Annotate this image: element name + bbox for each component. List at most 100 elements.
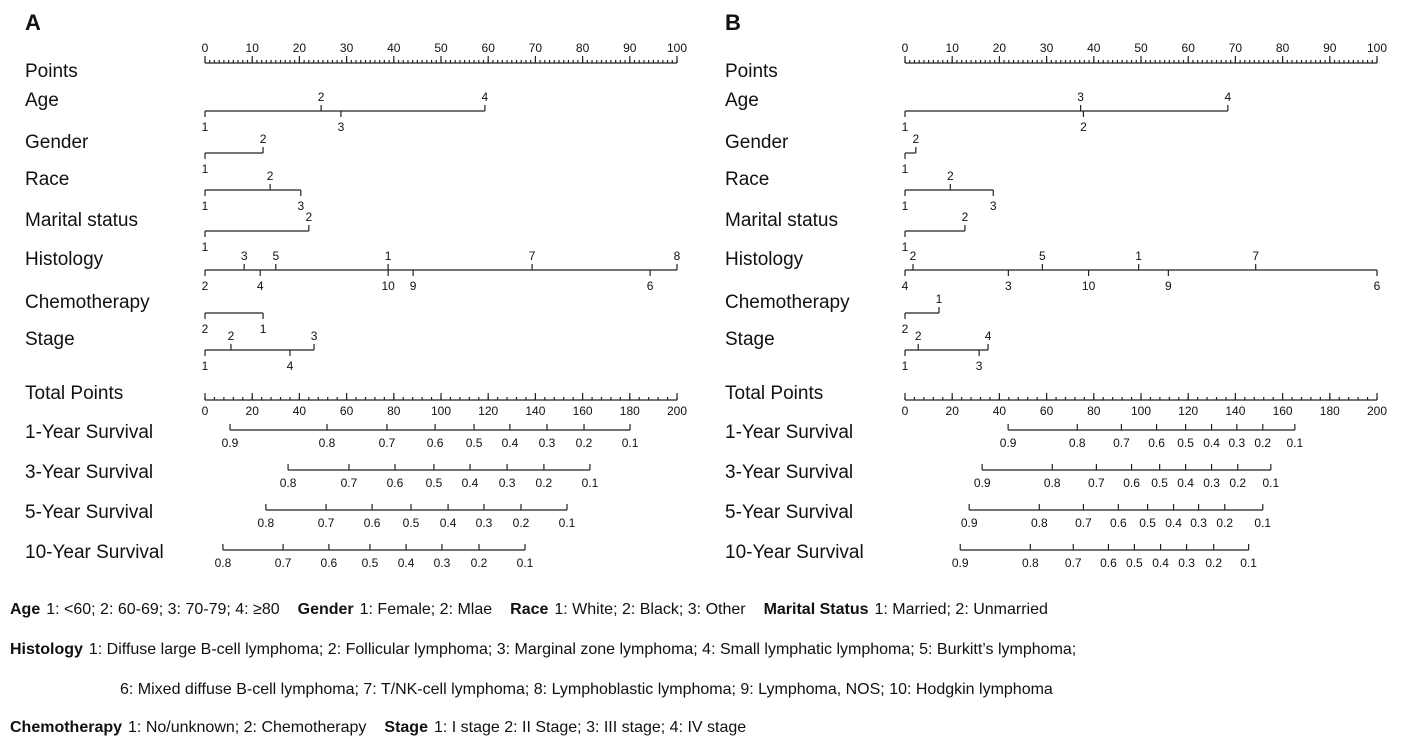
tick-label: 30 xyxy=(340,41,354,55)
scale-label: 0.1 xyxy=(1287,436,1304,450)
level-label: 3 xyxy=(241,249,248,263)
scale-label: 0.7 xyxy=(341,476,358,490)
scale-label: 0.6 xyxy=(364,516,381,530)
scale-label: 0.1 xyxy=(1240,556,1257,570)
level-label: 2 xyxy=(1080,120,1087,134)
tick-label: 30 xyxy=(1040,41,1054,55)
scale-name: 1-Year Survival xyxy=(725,422,853,443)
scale-label: 0.6 xyxy=(1100,556,1117,570)
tick-label: 0 xyxy=(202,41,209,55)
footnote-key: Chemotherapy xyxy=(10,719,123,736)
scale-label: 0.1 xyxy=(582,476,599,490)
level-label: 2 xyxy=(913,132,920,146)
variable-name: Chemotherapy xyxy=(725,292,850,313)
scale-name: 1-Year Survival xyxy=(25,422,153,443)
tick-label: 200 xyxy=(667,404,687,418)
level-label: 4 xyxy=(985,329,992,343)
scale-label: 0.7 xyxy=(1113,436,1130,450)
scale-label: 0.5 xyxy=(466,436,483,450)
level-label: 10 xyxy=(1082,279,1096,293)
tick-label: 160 xyxy=(573,404,593,418)
footnote-text: 1: <60; 2: 60-69; 3: 70-79; 4: ≥80 xyxy=(46,601,280,618)
level-label: 2 xyxy=(202,279,209,293)
level-label: 2 xyxy=(260,132,267,146)
scale-label: 0.4 xyxy=(440,516,457,530)
tick-label: 60 xyxy=(1182,41,1196,55)
footnote-item: Gender 1: Female; 2: Mlae xyxy=(298,601,493,618)
scale-label: 0.5 xyxy=(426,476,443,490)
level-label: 7 xyxy=(529,249,536,263)
level-label: 1 xyxy=(1135,249,1142,263)
tick-label: 90 xyxy=(623,41,637,55)
scale-label: 0.2 xyxy=(471,556,488,570)
scale-label: 0.4 xyxy=(502,436,519,450)
footnote-text: 6: Mixed diffuse B-cell lymphoma; 7: T/N… xyxy=(120,681,1053,698)
tick-label: 70 xyxy=(529,41,543,55)
scale-label: 0.4 xyxy=(398,556,415,570)
scale-label: 0.3 xyxy=(499,476,516,490)
scale-label: 0.3 xyxy=(1228,436,1245,450)
tick-label: 80 xyxy=(387,404,401,418)
scale-label: 0.3 xyxy=(1178,556,1195,570)
level-label: 3 xyxy=(990,199,997,213)
scale-label: 0.2 xyxy=(1229,476,1246,490)
level-label: 1 xyxy=(902,359,909,373)
variable-name: Race xyxy=(725,169,769,190)
footnote: Age 1: <60; 2: 60-69; 3: 70-79; 4: ≥80 Gen… xyxy=(10,597,1400,755)
tick-label: 20 xyxy=(946,404,960,418)
scale-label: 0.5 xyxy=(1139,516,1156,530)
variable-name: Gender xyxy=(725,132,789,153)
tick-label: 80 xyxy=(1276,41,1290,55)
tick-label: 120 xyxy=(478,404,498,418)
footnote-item: Histology 1: Diffuse large B-cell lymphom… xyxy=(10,641,1076,658)
scale-label: 0.2 xyxy=(1254,436,1271,450)
tick-label: 100 xyxy=(667,41,687,55)
level-label: 1 xyxy=(202,240,209,254)
variable-name: Race xyxy=(25,169,69,190)
tick-label: 80 xyxy=(1087,404,1101,418)
footnote-key: Gender xyxy=(297,601,354,618)
tick-label: 20 xyxy=(246,404,260,418)
footnote-line: Chemotherapy 1: No/unknown; 2: Chemothera… xyxy=(10,715,1400,755)
variable-name: Gender xyxy=(25,132,89,153)
level-label: 1 xyxy=(260,322,267,336)
scale-label: 0.6 xyxy=(387,476,404,490)
level-label: 1 xyxy=(902,120,909,134)
level-label: 4 xyxy=(287,359,294,373)
scale-label: 0.3 xyxy=(1190,516,1207,530)
footnote-key: Marital Status xyxy=(763,601,869,618)
level-label: 1 xyxy=(202,199,209,213)
footnote-key: Age xyxy=(10,601,41,618)
level-label: 1 xyxy=(902,199,909,213)
level-label: 2 xyxy=(902,322,909,336)
scale-label: 0.6 xyxy=(1148,436,1165,450)
level-label: 1 xyxy=(385,249,392,263)
variable-name: Stage xyxy=(725,329,775,350)
footnote-text: 1: Female; 2: Mlae xyxy=(359,601,493,618)
footnote-line: 6: Mixed diffuse B-cell lymphoma; 7: T/N… xyxy=(10,677,1400,715)
scale-label: 0.7 xyxy=(379,436,396,450)
level-label: 7 xyxy=(1252,249,1259,263)
scale-label: 0.5 xyxy=(1126,556,1143,570)
tick-label: 200 xyxy=(1367,404,1387,418)
variable-name: Age xyxy=(25,90,59,111)
level-label: 8 xyxy=(674,249,681,263)
axis-title: Total Points xyxy=(725,383,823,404)
tick-label: 0 xyxy=(902,41,909,55)
tick-label: 40 xyxy=(1087,41,1101,55)
tick-label: 160 xyxy=(1273,404,1293,418)
scale-label: 0.7 xyxy=(318,516,335,530)
tick-label: 100 xyxy=(1367,41,1387,55)
footnote-item: Stage 1: I stage 2: II Stage; 3: III stag… xyxy=(384,719,746,736)
level-label: 2 xyxy=(318,90,325,104)
tick-label: 10 xyxy=(946,41,960,55)
scale-name: 5-Year Survival xyxy=(725,502,853,523)
footnote-item: 6: Mixed diffuse B-cell lymphoma; 7: T/N… xyxy=(120,681,1053,698)
level-label: 2 xyxy=(202,322,209,336)
variable-name: Age xyxy=(725,90,759,111)
tick-label: 40 xyxy=(993,404,1007,418)
tick-label: 0 xyxy=(902,404,909,418)
tick-label: 60 xyxy=(340,404,354,418)
footnote-text: 1: Married; 2: Unmarried xyxy=(874,601,1048,618)
